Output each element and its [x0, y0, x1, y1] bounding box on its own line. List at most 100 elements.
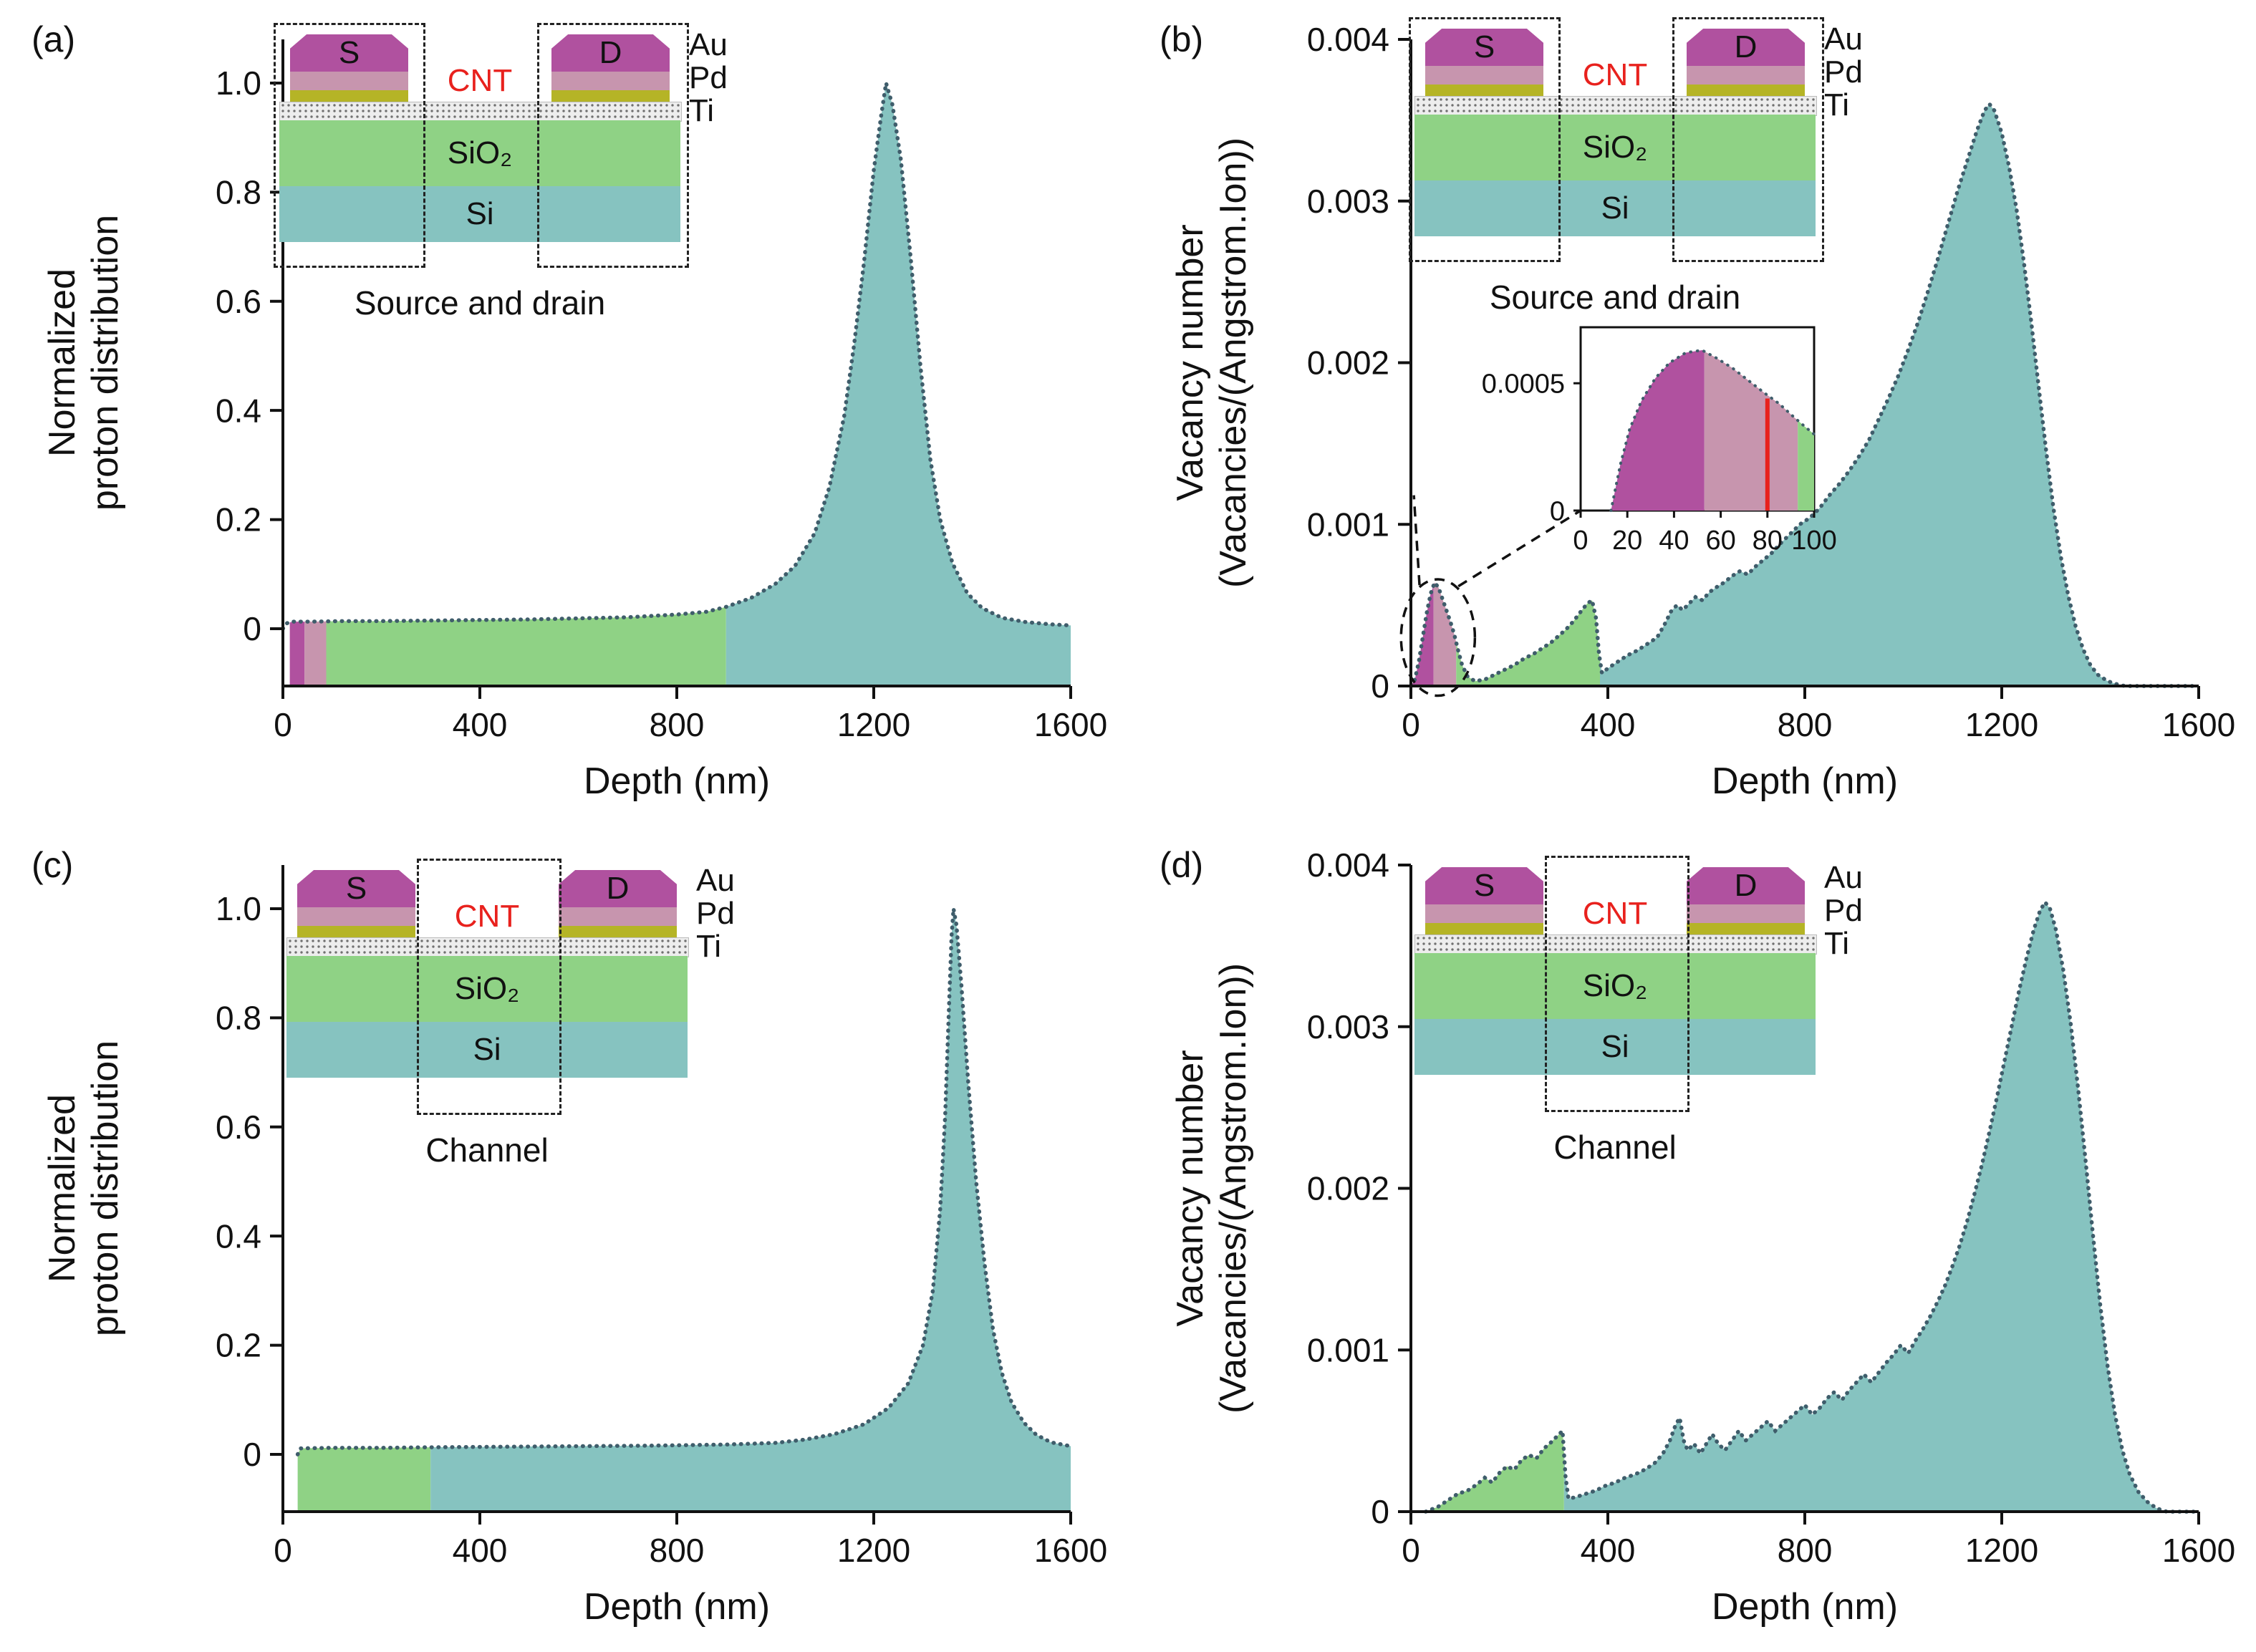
area-sio2 [1425, 1431, 1564, 1512]
channel-dashed-outline [417, 859, 561, 1115]
y-tick-label: 0.6 [216, 1108, 261, 1146]
area-sio2 [326, 607, 726, 686]
x-tick-label: 1600 [1034, 706, 1107, 743]
source-contact: S [297, 870, 415, 937]
x-tick-label: 0 [274, 706, 292, 743]
y-axis-title: (Vacancies/(Angstrom.Ion)) [1213, 963, 1254, 1414]
x-tick-label: 40 [1659, 526, 1689, 556]
x-axis-title: Depth (nm) [584, 1586, 770, 1628]
ti-layer [290, 90, 408, 102]
inset-zoom-plot: 0 20 40 60 80 100 0 0.0005 [1482, 319, 1837, 556]
si-label: Si [466, 196, 494, 231]
au-layer: S [297, 870, 415, 907]
drain-contact: D [559, 870, 677, 937]
y-axis-title: proton distribution [85, 1040, 126, 1336]
y-tick-label: 0.4 [216, 392, 261, 429]
x-tick-label: 100 [1791, 526, 1836, 556]
x-axis-title: Depth (nm) [584, 760, 770, 802]
ti-layer [297, 926, 415, 937]
y-tick-label: 0.0005 [1482, 369, 1565, 400]
au-layer: D [1687, 867, 1805, 904]
sio2-layer: SiO₂ [286, 956, 688, 1022]
si-label: Si [1601, 1029, 1629, 1064]
y-tick-label: 0 [243, 610, 261, 647]
sio2-layer: SiO₂ [1414, 953, 1816, 1019]
source-dashed-outline [274, 23, 425, 268]
area-au [289, 622, 305, 686]
device-schematic-c: S D CNT SiO₂ Si Au Pd Ti Channel [286, 859, 735, 1169]
x-tick-label: 1200 [837, 706, 910, 743]
zoom-callout-ellipse [1399, 578, 1477, 697]
panel-letter-d: (d) [1160, 845, 1204, 885]
cnt-label: CNT [1582, 57, 1648, 92]
au-layer: D [1687, 29, 1805, 66]
x-tick-label: 800 [1778, 1532, 1833, 1569]
curve-outline [281, 82, 1073, 631]
y-tick-label: 0.001 [1307, 506, 1389, 543]
pd-layer [559, 907, 677, 926]
x-tick-label: 400 [1581, 706, 1636, 743]
ti-layer [1687, 923, 1805, 934]
si-layer: Si [1414, 1019, 1816, 1075]
x-tick-label: 800 [650, 1532, 705, 1569]
pd-layer [290, 72, 408, 90]
x-tick-label: 1600 [2162, 1532, 2235, 1569]
x-tick-label: 20 [1612, 526, 1642, 556]
si-layer: Si [1414, 180, 1816, 236]
source-contact: S [1425, 29, 1543, 96]
y-tick-label: 0.003 [1307, 1008, 1389, 1045]
y-tick-label: 1.0 [216, 64, 261, 102]
pd-layer [297, 907, 415, 926]
area-pd [1433, 582, 1457, 686]
channel-dashed-outline [1545, 856, 1689, 1112]
x-tick-label: 60 [1705, 526, 1735, 556]
y-tick-label: 0.002 [1307, 1170, 1389, 1207]
curve-outline [1409, 100, 2201, 688]
schematic-caption: Channel [425, 1131, 549, 1169]
device-schematic-a: S D CNT SiO₂ Si Au Pd Ti Source [274, 23, 728, 322]
panel-c: (c) 0 400 800 1200 1600 0 0.2 0.4 0.6 0.8 1.0 Depth… [0, 826, 1128, 1652]
y-axis-title: Normalized [42, 1094, 83, 1283]
x-tick-label: 0 [1402, 706, 1420, 743]
au-layer: S [1425, 29, 1543, 66]
pd-layer [551, 72, 670, 90]
ti-layer [1687, 84, 1805, 96]
x-tick-label: 400 [453, 706, 508, 743]
x-tick-label: 80 [1753, 526, 1783, 556]
x-tick-label: 1600 [2162, 706, 2235, 743]
inset-zoom-chart: 0 20 40 60 80 100 0 0.0005 [1482, 326, 1837, 556]
y-axis-title: proton distribution [85, 215, 126, 511]
cnt-label: CNT [1582, 896, 1648, 931]
area-pd [304, 621, 327, 686]
si-layer: Si [286, 1022, 688, 1078]
device-layers: S D CNT SiO₂ Si Au Pd Ti [274, 23, 728, 268]
source-label: S [345, 871, 367, 906]
sio2-label: SiO₂ [454, 971, 520, 1006]
device-layers: S D CNT SiO₂ Si Au Pd Ti [1409, 17, 1863, 262]
area-pd [1704, 351, 1798, 511]
pd-label: Pd [696, 896, 735, 931]
drain-dashed-outline [537, 23, 689, 268]
y-axis-title: Normalized [42, 269, 83, 457]
ti-layer [1425, 923, 1543, 934]
y-tick-label: 1.0 [216, 890, 261, 927]
ti-layer [559, 926, 677, 937]
area-sio2 [297, 1447, 431, 1512]
si-layer: Si [279, 186, 680, 242]
drain-label: D [606, 871, 630, 906]
area-si [1563, 902, 2169, 1512]
x-axis-title: Depth (nm) [1712, 1586, 1898, 1628]
y-tick-label: 0.8 [216, 173, 261, 211]
drain-contact: D [1687, 867, 1805, 934]
pd-label: Pd [689, 60, 728, 95]
sio2-layer: SiO₂ [1414, 115, 1816, 180]
chart-b: 0 400 800 1200 160000.0010.0020.0030.004Dept… [1170, 21, 2235, 802]
chart-d: 0 400 800 1200 1600 0 0.001 0.002 0.003 0.004 Dept… [1170, 846, 2235, 1628]
chart-a: 0 400 800 1200 1600 0 0.2 0.4 0.6 0.8 1.0 Depth (nm… [42, 39, 1107, 802]
pd-label: Pd [1824, 893, 1863, 928]
drain-label: D [1734, 868, 1758, 903]
device-layers: S D CNT SiO₂ Si Au Pd Ti [1414, 856, 1863, 1112]
au-layer: S [290, 34, 408, 72]
x-tick-label: 800 [1778, 706, 1833, 743]
ti-layer [1425, 84, 1543, 96]
